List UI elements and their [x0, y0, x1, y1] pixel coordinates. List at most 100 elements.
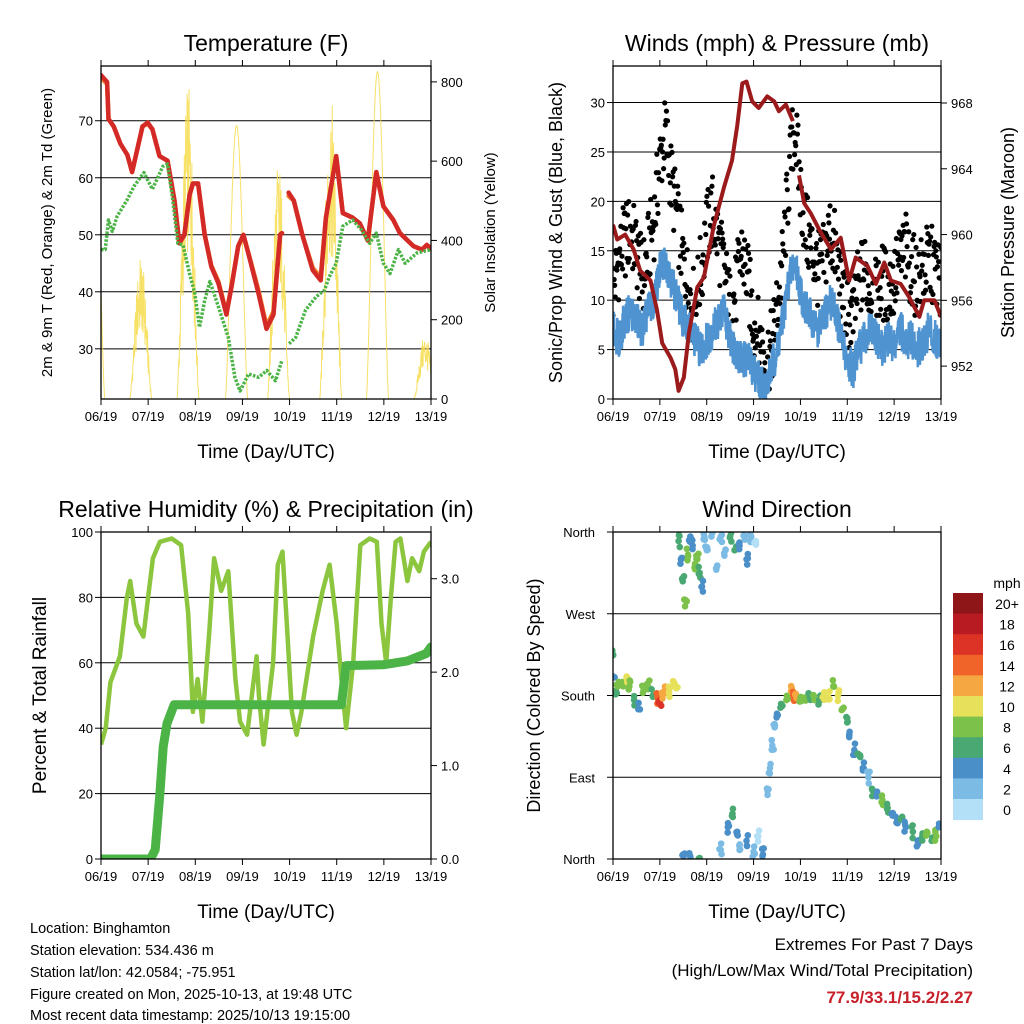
gust-point	[668, 202, 675, 208]
x-tick-label: 12/19	[878, 869, 911, 884]
wind-direction-point	[699, 577, 707, 585]
gust-point	[784, 187, 790, 193]
gust-point	[831, 207, 838, 213]
t2m-line	[101, 72, 285, 332]
gust-point	[802, 237, 808, 243]
gust-point	[613, 276, 617, 283]
gust-point	[721, 241, 727, 247]
gust-point	[887, 304, 893, 310]
gust-point	[626, 256, 632, 262]
wind-direction-point	[747, 532, 754, 537]
extremes-heading: Extremes For Past 7 Days	[774, 935, 973, 954]
colorbar-label: 16	[999, 637, 1015, 653]
panel-3: Relative Humidity (%) & Precipitation (i…	[30, 496, 474, 923]
gust-point	[678, 270, 684, 276]
gust-point	[770, 307, 776, 314]
colorbar-swatch	[953, 593, 983, 615]
y-tick-label: 40	[79, 285, 93, 300]
gust-point	[681, 240, 687, 246]
wind-direction-point	[767, 760, 774, 768]
colorbar-swatch	[953, 799, 983, 821]
gust-point	[882, 311, 888, 318]
gust-point	[649, 237, 655, 243]
gust-point	[935, 259, 941, 265]
gust-point	[902, 274, 908, 280]
panel-2: Winds (mph) & Pressure (mb) Time (Day/UTC…	[546, 30, 1018, 463]
gust-point	[735, 248, 741, 255]
gust-point	[905, 264, 911, 270]
gust-point	[765, 354, 771, 360]
gust-point	[817, 237, 824, 243]
gust-point	[703, 231, 709, 238]
y2-tick-label: 964	[951, 162, 973, 177]
y-tick-label: North	[563, 852, 595, 867]
plot-border	[612, 531, 942, 860]
wind-direction-point	[901, 818, 908, 826]
gust-point	[641, 282, 648, 289]
gust-point	[810, 263, 816, 269]
gust-point	[762, 360, 768, 366]
gust-point	[848, 339, 854, 346]
gust-point	[723, 278, 729, 284]
gust-point	[717, 226, 723, 232]
gust-point	[782, 214, 788, 220]
gust-point	[904, 243, 910, 250]
gust-point	[914, 264, 920, 270]
y2-tick-label: 400	[441, 233, 463, 248]
wind-direction-point	[718, 538, 726, 546]
gust-point	[652, 194, 658, 200]
gust-point	[739, 272, 745, 278]
gust-point	[933, 248, 939, 254]
gust-point	[617, 246, 623, 252]
gust-point	[715, 236, 721, 242]
x-axis-label: Time (Day/UTC)	[708, 442, 846, 463]
gust-point	[934, 264, 941, 270]
x-tick-label: 13/19	[415, 409, 448, 424]
gust-point	[752, 345, 758, 351]
gust-point	[779, 228, 785, 235]
x-tick-label: 08/19	[690, 409, 723, 424]
gust-point	[641, 237, 647, 243]
x-tick-label: 11/19	[321, 409, 353, 424]
gust-point	[655, 210, 661, 217]
gust-point	[702, 220, 708, 226]
colorbar-label: 6	[1003, 740, 1011, 756]
wind-direction-point	[713, 562, 721, 569]
gust-point	[647, 271, 653, 277]
gust-point	[798, 166, 804, 173]
gust-point	[667, 180, 673, 186]
gust-point	[684, 247, 690, 253]
x-axis-label: Time (Day/UTC)	[197, 442, 335, 463]
gust-point	[658, 142, 664, 148]
gust-point	[630, 266, 636, 272]
x-tick-label: 13/19	[925, 409, 958, 424]
gust-point	[824, 252, 830, 259]
gust-point	[898, 268, 905, 274]
gust-point	[919, 268, 925, 274]
x-tick-label: 07/19	[132, 409, 165, 424]
gust-point	[933, 254, 939, 260]
gust-point	[774, 280, 780, 286]
gust-point	[876, 312, 883, 318]
wind-direction-point	[717, 840, 725, 847]
wind-direction-point	[736, 842, 743, 849]
y-tick-label: 30	[591, 96, 605, 111]
wind-direction-point	[666, 693, 673, 701]
x-tick-label: 07/19	[644, 869, 677, 884]
gust-point	[767, 338, 774, 344]
gust-point	[911, 231, 917, 238]
gust-point	[924, 224, 930, 230]
gust-point	[852, 315, 858, 321]
gust-point	[919, 262, 925, 268]
y2-tick-label: 960	[951, 228, 973, 243]
gust-point	[785, 220, 791, 226]
wind-direction-point	[675, 537, 682, 545]
gust-point	[732, 298, 738, 304]
y-tick-label: 50	[79, 228, 93, 243]
gust-point	[739, 229, 745, 235]
gust-point	[620, 205, 626, 211]
gust-point	[938, 244, 941, 250]
gust-point	[906, 229, 912, 235]
relative-humidity-line	[101, 536, 431, 747]
gust-point	[807, 232, 813, 238]
